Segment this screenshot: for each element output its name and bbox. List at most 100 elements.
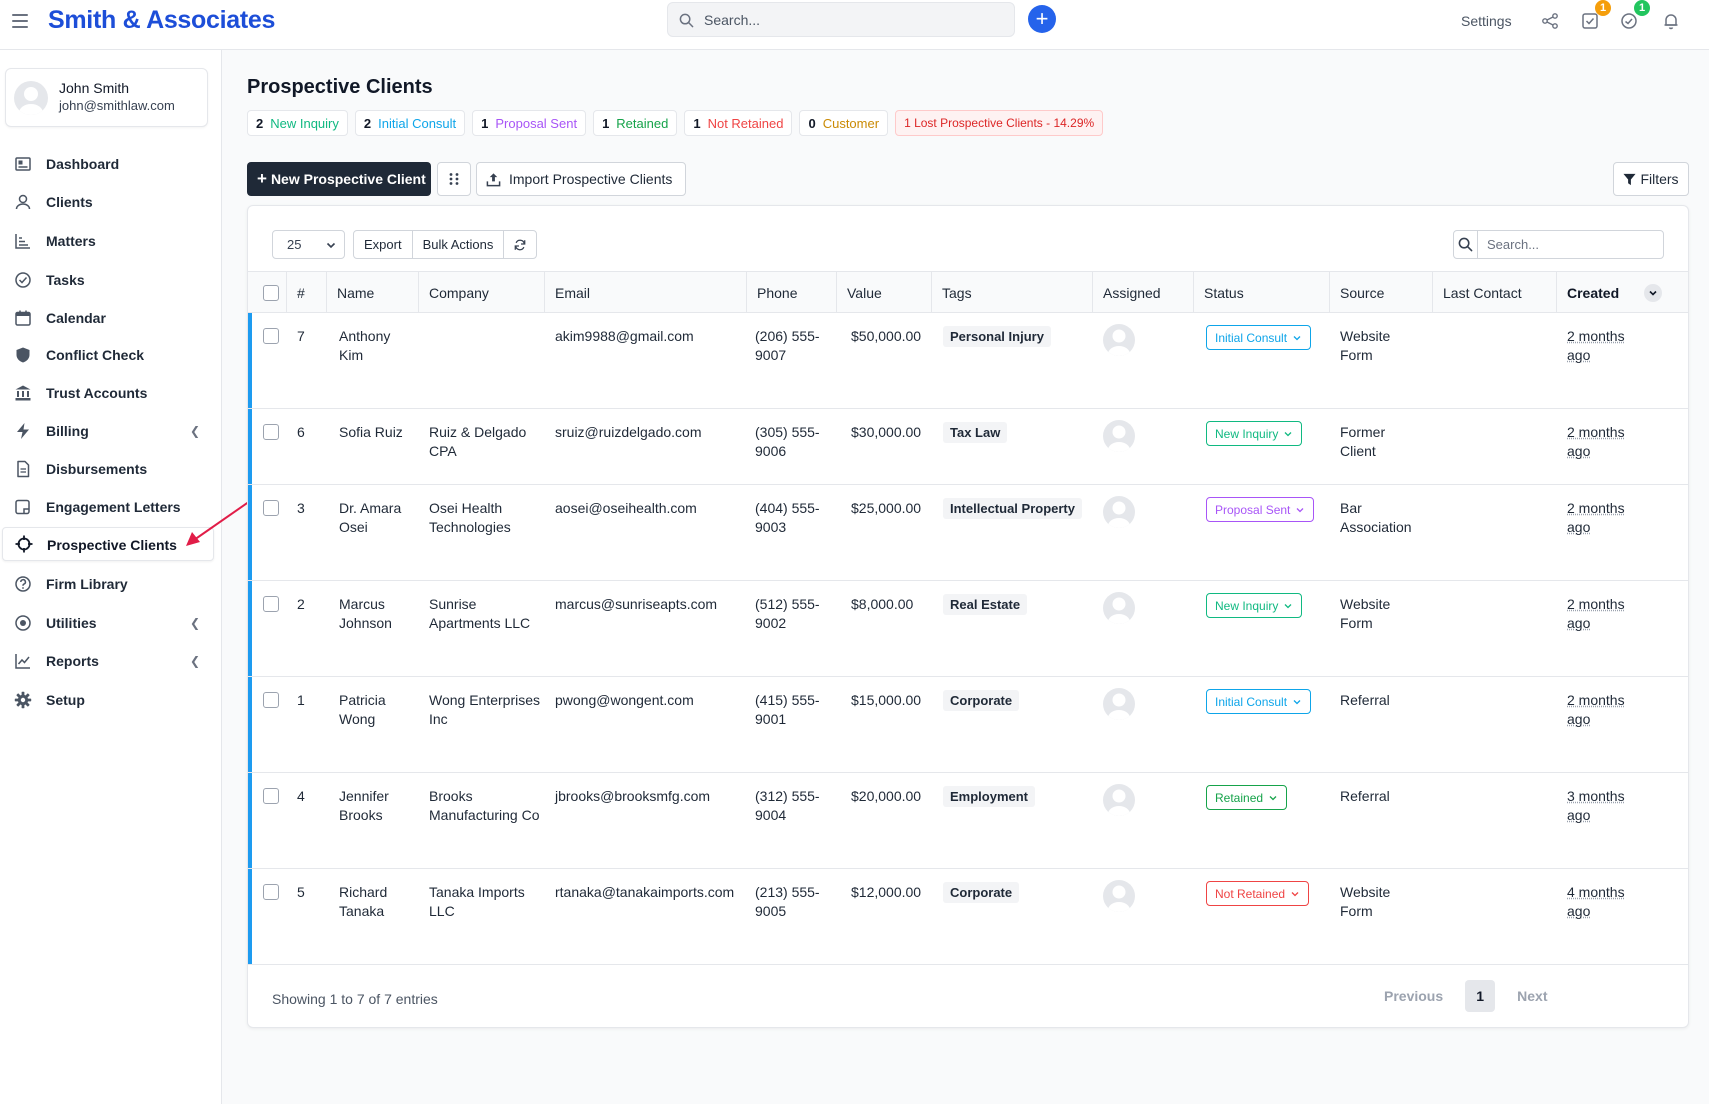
avatar[interactable] (1103, 496, 1135, 528)
tasks-check-icon[interactable]: 1 (1579, 0, 1611, 32)
page-size-select[interactable]: 25 (272, 230, 345, 259)
chevron-left-icon[interactable]: ❮ (190, 654, 201, 668)
refresh-button[interactable] (504, 231, 536, 258)
status-dropdown[interactable]: Initial Consult (1206, 689, 1312, 714)
sidebar-item-label: Billing (46, 423, 89, 439)
sidebar-item-engagement-letters[interactable]: Engagement Letters (0, 491, 214, 523)
avatar[interactable] (1103, 324, 1135, 356)
status-dropdown[interactable]: Proposal Sent (1206, 497, 1315, 522)
menu-icon[interactable] (12, 14, 28, 28)
column-header-phone[interactable]: Phone (747, 272, 837, 313)
sort-desc-icon[interactable] (1644, 284, 1662, 302)
status-dropdown[interactable]: New Inquiry (1206, 421, 1303, 446)
status-dropdown[interactable]: Not Retained (1206, 881, 1310, 906)
status-dropdown[interactable]: New Inquiry (1206, 593, 1303, 618)
column-header-name[interactable]: Name (327, 272, 419, 313)
sidebar-item-utilities[interactable]: Utilities ❮ (0, 607, 214, 639)
sidebar-item-billing[interactable]: Billing ❮ (0, 415, 214, 447)
column-header-source[interactable]: Source (1330, 272, 1433, 313)
column-toggle-button[interactable] (437, 162, 471, 196)
column-header-status[interactable]: Status (1194, 272, 1330, 313)
sidebar-item-firm-library[interactable]: Firm Library (0, 568, 214, 600)
email-link[interactable]: rtanaka@tanakaimports.com (555, 884, 735, 900)
sidebar-item-clients[interactable]: Clients (0, 186, 214, 218)
global-search-input[interactable] (704, 3, 1004, 36)
table-row[interactable]: 5 Richard Tanaka Tanaka Imports LLC rtanaka@t… (248, 869, 1688, 965)
sidebar-item-calendar[interactable]: Calendar (0, 302, 214, 334)
bell-icon[interactable] (1660, 10, 1682, 32)
summary-chip-retained[interactable]: 1 Retained (593, 110, 678, 136)
summary-chip-proposal-sent[interactable]: 1 Proposal Sent (472, 110, 587, 136)
sidebar-item-tasks[interactable]: Tasks (0, 264, 214, 296)
column-header-tags[interactable]: Tags (932, 272, 1093, 313)
previous-page-button[interactable]: Previous (1384, 988, 1444, 1004)
column-header-assigned[interactable]: Assigned (1093, 272, 1194, 313)
import-prospective-clients-button[interactable]: Import Prospective Clients (476, 162, 686, 196)
email-link[interactable]: sruiz@ruizdelgado.com (555, 424, 702, 440)
brand-title[interactable]: Smith & Associates (48, 6, 276, 34)
user-card[interactable]: John Smith john@smithlaw.com (5, 68, 208, 127)
summary-chip-customer[interactable]: 0 Customer (799, 110, 889, 136)
table-row[interactable]: 7 Anthony Kim akim9988@gmail.com (206) 555- 9… (248, 313, 1688, 409)
table-row[interactable]: 6 Sofia Ruiz Ruiz & Delgado CPA sruiz@ruizde… (248, 409, 1688, 485)
column-header-value[interactable]: Value (837, 272, 932, 313)
avatar[interactable] (1103, 592, 1135, 624)
settings-link[interactable]: Settings (1461, 13, 1512, 29)
column-header-last-contact[interactable]: Last Contact (1433, 272, 1557, 313)
chevron-left-icon[interactable]: ❮ (190, 616, 201, 630)
avatar[interactable] (1103, 784, 1135, 816)
row-checkbox[interactable] (263, 788, 279, 804)
status-dropdown[interactable]: Retained (1206, 785, 1288, 810)
export-button[interactable]: Export (354, 231, 413, 258)
row-checkbox[interactable] (263, 328, 279, 344)
table-row[interactable]: 4 Jennifer Brooks Brooks Manufacturing Co jbr… (248, 773, 1688, 869)
new-prospective-client-button[interactable]: + New Prospective Client (247, 162, 431, 196)
sidebar-item-trust-accounts[interactable]: Trust Accounts (0, 377, 214, 409)
column-header-email[interactable]: Email (545, 272, 747, 313)
row-checkbox[interactable] (263, 884, 279, 900)
select-all-checkbox[interactable] (263, 284, 279, 301)
column-header-created[interactable]: Created (1557, 272, 1688, 313)
timer-icon[interactable]: 1 (1618, 0, 1650, 32)
summary-chip-initial-consult[interactable]: 2 Initial Consult (354, 110, 466, 136)
email-link[interactable]: akim9988@gmail.com (555, 328, 694, 344)
row-checkbox[interactable] (263, 424, 279, 440)
row-checkbox[interactable] (263, 500, 279, 516)
status-dropdown[interactable]: Initial Consult (1206, 325, 1312, 350)
summary-chip-not-retained[interactable]: 1 Not Retained (684, 110, 793, 136)
table-row[interactable]: 2 Marcus Johnson Sunrise Apartments LLC marcu… (248, 581, 1688, 677)
avatar[interactable] (1103, 420, 1135, 452)
sidebar-item-reports[interactable]: Reports ❮ (0, 645, 214, 677)
quick-add-button[interactable]: + (1028, 5, 1056, 33)
avatar[interactable] (1103, 688, 1135, 720)
avatar[interactable] (1103, 880, 1135, 912)
email-link[interactable]: pwong@wongent.com (555, 692, 694, 708)
table-search[interactable] (1453, 230, 1664, 259)
bulk-actions-button[interactable]: Bulk Actions (413, 231, 505, 258)
sidebar-item-prospective-clients[interactable]: Prospective Clients (2, 527, 214, 561)
global-search[interactable] (667, 2, 1015, 37)
table-search-input[interactable] (1478, 231, 1663, 258)
email-link[interactable]: aosei@oseihealth.com (555, 500, 697, 516)
next-page-button[interactable]: Next (1517, 988, 1548, 1004)
sidebar-item-conflict-check[interactable]: Conflict Check (0, 339, 214, 371)
current-page-button[interactable]: 1 (1465, 980, 1496, 1012)
summary-chip-new-inquiry[interactable]: 2 New Inquiry (247, 110, 348, 136)
sidebar-item-setup[interactable]: Setup (0, 684, 214, 716)
row-checkbox[interactable] (263, 692, 279, 708)
sidebar-item-matters[interactable]: Matters (0, 225, 214, 257)
lost-summary-chip[interactable]: 1 Lost Prospective Clients - 14.29% (895, 110, 1104, 136)
share-icon[interactable] (1539, 10, 1561, 32)
sidebar-item-dashboard[interactable]: Dashboard (0, 148, 214, 180)
filters-button[interactable]: Filters (1613, 162, 1689, 196)
column-header-company[interactable]: Company (419, 272, 545, 313)
table-row[interactable]: 1 Patricia Wong Wong Enterprises Inc pwong@wo… (248, 677, 1688, 773)
row-checkbox[interactable] (263, 596, 279, 612)
email-link[interactable]: marcus@sunriseapts.com (555, 596, 718, 612)
sidebar-item-disbursements[interactable]: Disbursements (0, 453, 214, 485)
email-link[interactable]: jbrooks@brooksmfg.com (555, 788, 711, 804)
column-header-id[interactable]: # (287, 272, 327, 313)
chevron-left-icon[interactable]: ❮ (190, 424, 201, 438)
client-name: Jennifer Brooks (339, 787, 389, 825)
table-row[interactable]: 3 Dr. Amara Osei Osei Health Technologies aos… (248, 485, 1688, 581)
